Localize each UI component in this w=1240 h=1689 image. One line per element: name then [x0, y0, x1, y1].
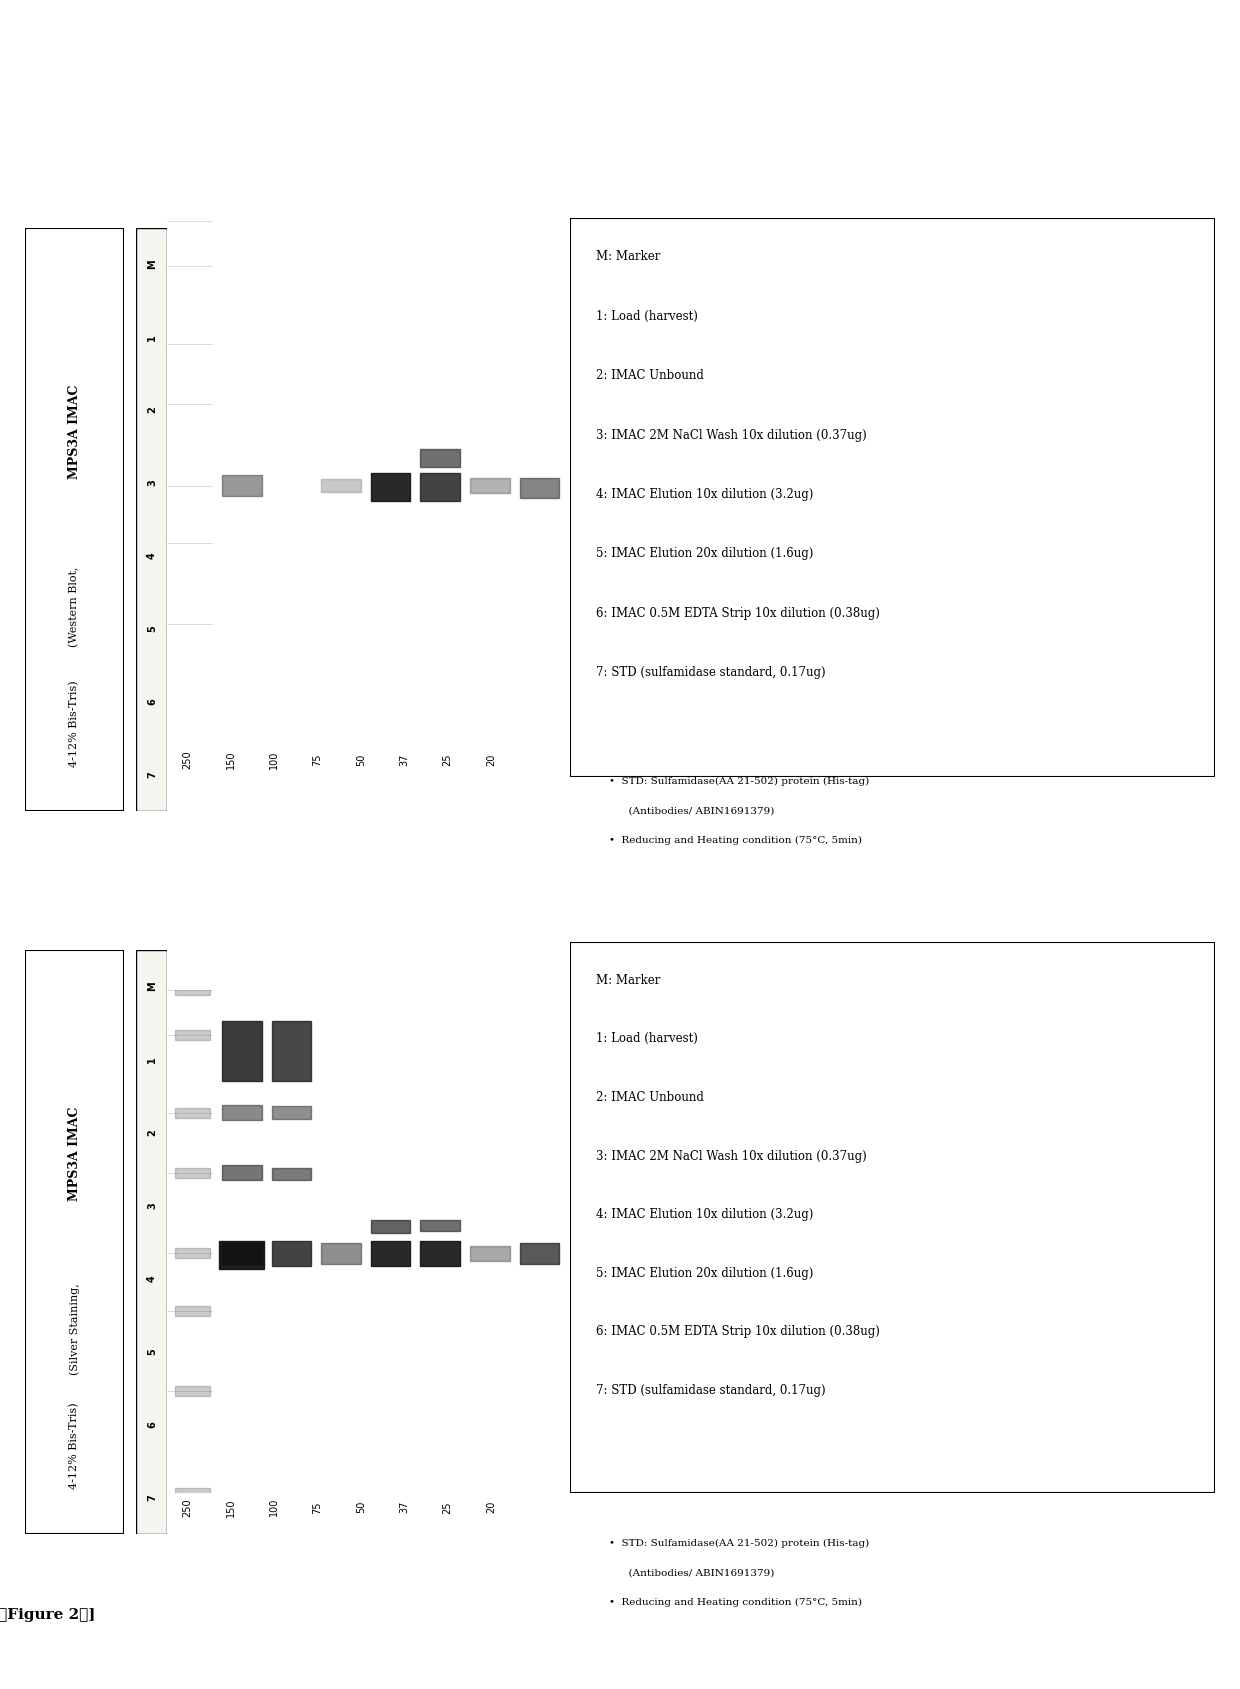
Text: 5: 5	[146, 625, 157, 632]
Bar	[222, 1020, 262, 1081]
Text: 25: 25	[443, 753, 453, 767]
Bar	[222, 475, 262, 495]
Text: 4-12% Bis-Tris): 4-12% Bis-Tris)	[69, 1404, 79, 1490]
Text: 3: 3	[146, 1203, 157, 1209]
Bar	[175, 1387, 210, 1397]
Text: MPS3A IMAC: MPS3A IMAC	[68, 385, 81, 480]
Text: 75: 75	[312, 1502, 322, 1513]
Text: 7: STD (sulfamidase standard, 0.17ug): 7: STD (sulfamidase standard, 0.17ug)	[596, 665, 826, 679]
Text: 150: 150	[226, 752, 236, 768]
Bar	[371, 1219, 410, 1233]
Bar	[222, 1105, 262, 1120]
Bar	[272, 1106, 311, 1118]
Text: 3: IMAC 2M NaCl Wash 10x dilution (0.37ug): 3: IMAC 2M NaCl Wash 10x dilution (0.37u…	[596, 429, 867, 441]
Bar	[175, 1030, 210, 1040]
Text: 50: 50	[356, 1502, 366, 1513]
Text: M: M	[146, 981, 157, 991]
FancyBboxPatch shape	[136, 949, 167, 1534]
Text: (Western Blot,: (Western Blot,	[69, 566, 79, 647]
Text: 75: 75	[312, 753, 322, 767]
Text: 6: IMAC 0.5M EDTA Strip 10x dilution (0.38ug): 6: IMAC 0.5M EDTA Strip 10x dilution (0.…	[596, 1326, 880, 1338]
Text: 5: IMAC Elution 20x dilution (1.6ug): 5: IMAC Elution 20x dilution (1.6ug)	[596, 547, 813, 561]
Bar	[420, 1241, 460, 1267]
Text: M: M	[146, 260, 157, 269]
Text: 5: 5	[146, 1348, 157, 1355]
Text: 50: 50	[356, 753, 366, 767]
Text: [　Figure 2　]: [ Figure 2 ]	[0, 1608, 95, 1621]
Text: 4: IMAC Elution 10x dilution (3.2ug): 4: IMAC Elution 10x dilution (3.2ug)	[596, 488, 813, 502]
Bar	[272, 1020, 311, 1081]
Text: 2: 2	[146, 1128, 157, 1135]
Text: 6: IMAC 0.5M EDTA Strip 10x dilution (0.38ug): 6: IMAC 0.5M EDTA Strip 10x dilution (0.…	[596, 606, 880, 620]
Text: (Antibodies/ ABIN1691379): (Antibodies/ ABIN1691379)	[609, 1569, 775, 1578]
Bar	[222, 1243, 262, 1263]
Bar	[321, 1243, 361, 1263]
Text: 7: 7	[146, 770, 157, 777]
Text: 4: 4	[146, 1275, 157, 1282]
Text: 20: 20	[486, 1502, 496, 1513]
Text: 1: 1	[146, 334, 157, 341]
Text: 100: 100	[269, 1498, 279, 1517]
Bar	[420, 1219, 460, 1231]
Text: MPS3A IMAC: MPS3A IMAC	[68, 1106, 81, 1201]
Bar	[520, 1243, 559, 1263]
Text: •  Reducing and Heating condition (75°C, 5min): • Reducing and Heating condition (75°C, …	[609, 836, 862, 844]
Text: 150: 150	[226, 1498, 236, 1517]
Text: (Silver Staining,: (Silver Staining,	[69, 1284, 79, 1375]
Text: 37: 37	[399, 1502, 409, 1513]
Bar	[175, 1248, 210, 1258]
Bar	[222, 1165, 262, 1181]
Text: 1: Load (harvest): 1: Load (harvest)	[596, 309, 698, 323]
Bar	[420, 473, 460, 500]
Bar	[420, 449, 460, 468]
Bar	[175, 1108, 210, 1118]
Text: •  STD: Sulfamidase(AA 21-502) protein (His-tag): • STD: Sulfamidase(AA 21-502) protein (H…	[609, 1539, 869, 1547]
FancyBboxPatch shape	[570, 218, 1215, 777]
Text: 100: 100	[269, 752, 279, 768]
Text: 3: IMAC 2M NaCl Wash 10x dilution (0.37ug): 3: IMAC 2M NaCl Wash 10x dilution (0.37u…	[596, 1150, 867, 1162]
Text: 7: 7	[146, 1493, 157, 1500]
Text: 7: STD (sulfamidase standard, 0.17ug): 7: STD (sulfamidase standard, 0.17ug)	[596, 1383, 826, 1397]
Text: 4-12% Bis-Tris): 4-12% Bis-Tris)	[69, 681, 79, 767]
Text: 1: 1	[146, 1056, 157, 1062]
Text: 20: 20	[486, 753, 496, 767]
Text: 2: IMAC Unbound: 2: IMAC Unbound	[596, 1091, 704, 1105]
Bar	[175, 1488, 210, 1498]
Text: M: Marker: M: Marker	[596, 250, 661, 263]
Text: 2: 2	[146, 407, 157, 414]
Bar	[470, 478, 510, 493]
Text: M: Marker: M: Marker	[596, 975, 661, 986]
Text: 6: 6	[146, 698, 157, 704]
Bar	[272, 1241, 311, 1267]
Text: 6: 6	[146, 1420, 157, 1427]
Bar	[175, 1306, 210, 1316]
Bar	[371, 1241, 410, 1267]
FancyBboxPatch shape	[570, 942, 1215, 1493]
Bar	[371, 473, 410, 500]
Text: 2: IMAC Unbound: 2: IMAC Unbound	[596, 370, 704, 382]
Bar	[321, 480, 361, 491]
FancyBboxPatch shape	[25, 228, 124, 811]
Text: 25: 25	[443, 1502, 453, 1513]
Bar	[520, 478, 559, 498]
Text: 250: 250	[182, 750, 192, 770]
FancyBboxPatch shape	[25, 949, 124, 1534]
FancyBboxPatch shape	[136, 228, 167, 811]
Text: 1: Load (harvest): 1: Load (harvest)	[596, 1032, 698, 1045]
Text: •  Reducing and Heating condition (75°C, 5min): • Reducing and Heating condition (75°C, …	[609, 1598, 862, 1606]
Bar	[175, 985, 210, 995]
Bar	[470, 1246, 510, 1262]
Text: 37: 37	[399, 753, 409, 767]
Bar	[272, 1167, 311, 1181]
Text: •  STD: Sulfamidase(AA 21-502) protein (His-tag): • STD: Sulfamidase(AA 21-502) protein (H…	[609, 777, 869, 785]
Text: (Antibodies/ ABIN1691379): (Antibodies/ ABIN1691379)	[609, 806, 775, 816]
Text: 250: 250	[182, 1498, 192, 1517]
Text: 4: 4	[146, 552, 157, 559]
Text: 5: IMAC Elution 20x dilution (1.6ug): 5: IMAC Elution 20x dilution (1.6ug)	[596, 1267, 813, 1280]
Bar	[219, 1241, 264, 1268]
Text: 3: 3	[146, 480, 157, 486]
Text: 4: IMAC Elution 10x dilution (3.2ug): 4: IMAC Elution 10x dilution (3.2ug)	[596, 1208, 813, 1221]
Bar	[175, 1167, 210, 1177]
